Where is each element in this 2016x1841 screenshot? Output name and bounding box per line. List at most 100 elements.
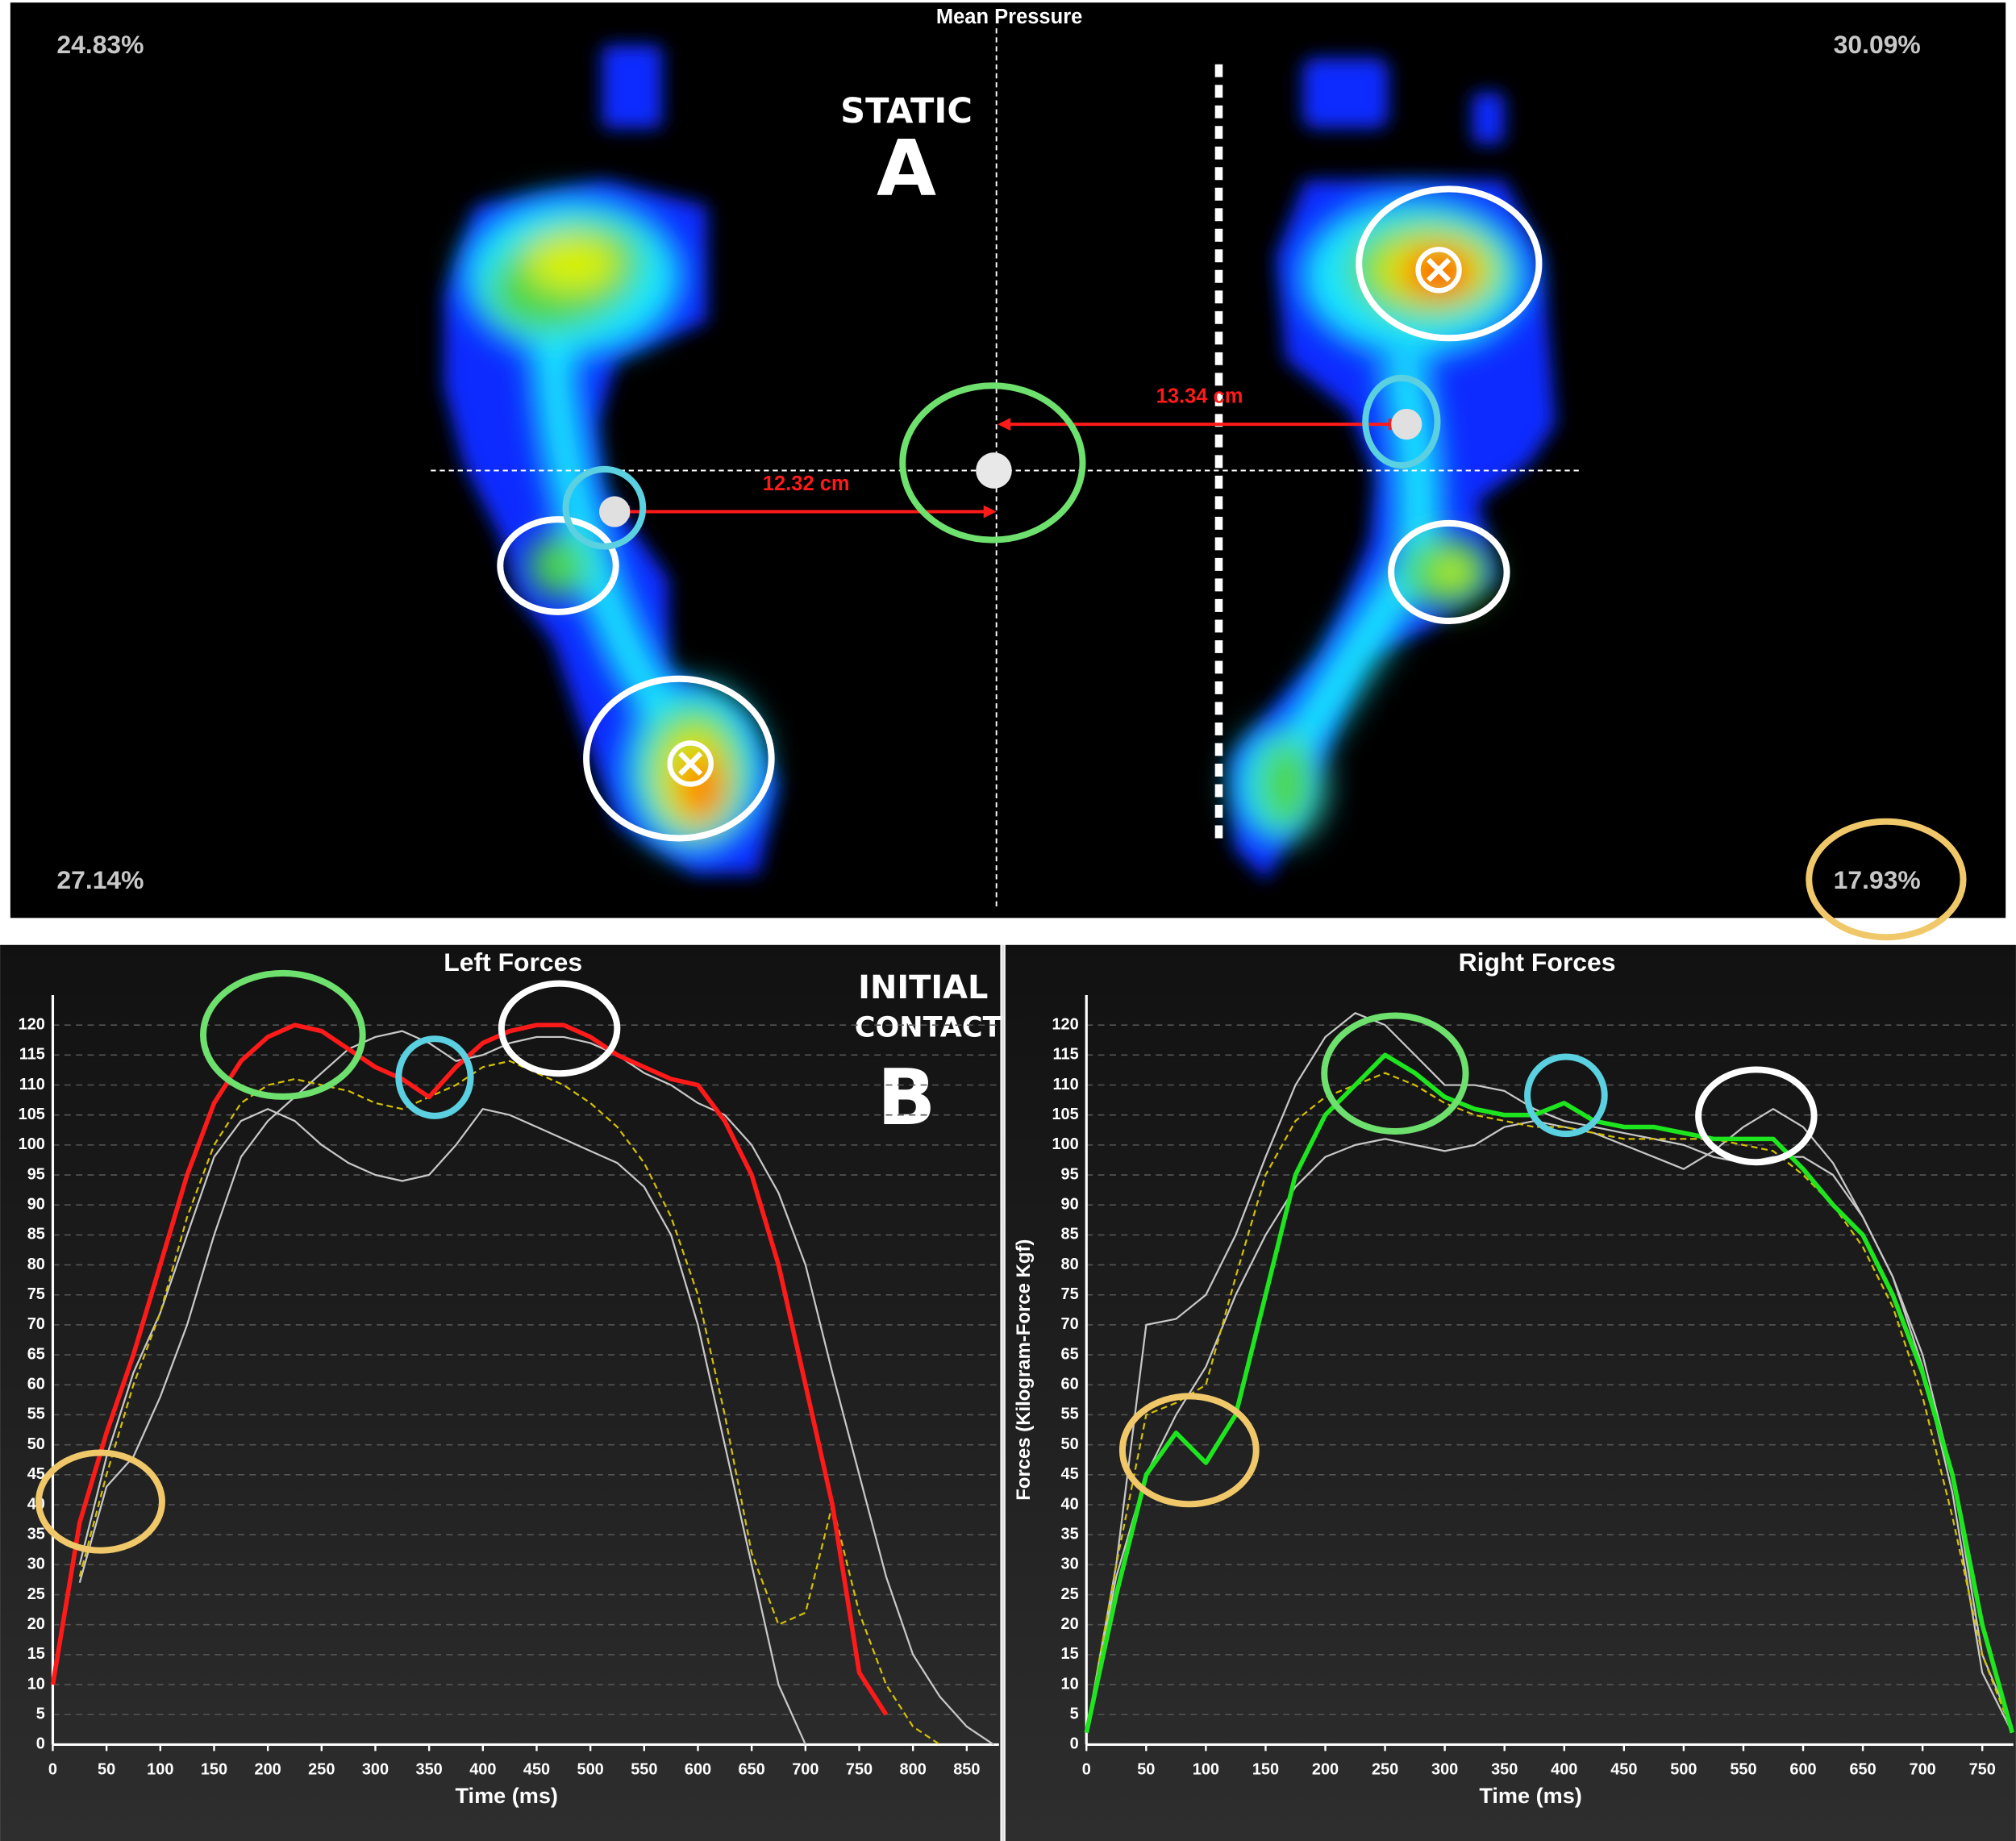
hand-annotations bbox=[35, 969, 1818, 1554]
chart-title: Left Forces bbox=[444, 948, 582, 977]
chart-title: Right Forces bbox=[1459, 948, 1616, 977]
y-tick-label: 105 bbox=[19, 1106, 45, 1123]
y-tick-label: 85 bbox=[27, 1226, 45, 1243]
x-tick-label: 0 bbox=[48, 1761, 57, 1779]
chart-panel bbox=[1005, 944, 2016, 1841]
y-tick-label: 80 bbox=[27, 1256, 45, 1273]
x-tick-label: 750 bbox=[1969, 1761, 1996, 1779]
quadrant-percent: 30.09% bbox=[1834, 30, 1921, 59]
y-tick-label: 75 bbox=[27, 1285, 45, 1303]
y-tick-label: 20 bbox=[27, 1615, 45, 1633]
quadrant-percent: 27.14% bbox=[56, 865, 144, 894]
y-tick-label: 65 bbox=[1061, 1345, 1079, 1363]
x-tick-label: 300 bbox=[362, 1761, 389, 1779]
y-tick-label: 10 bbox=[1061, 1675, 1079, 1693]
y-tick-label: 60 bbox=[1061, 1376, 1079, 1393]
hand-annotations bbox=[497, 185, 1967, 941]
y-tick-label: 25 bbox=[27, 1585, 45, 1603]
x-tick-label: 50 bbox=[1137, 1761, 1155, 1779]
series-line bbox=[78, 1060, 941, 1746]
y-tick-label: 35 bbox=[1061, 1525, 1079, 1543]
y-tick-label: 5 bbox=[36, 1706, 45, 1723]
chart-panel bbox=[0, 944, 1001, 1841]
right-foot-center bbox=[1391, 408, 1422, 440]
y-tick-label: 55 bbox=[27, 1406, 45, 1423]
x-tick-label: 500 bbox=[577, 1761, 604, 1779]
x-tick-label: 650 bbox=[1849, 1761, 1876, 1779]
annotation: INITIAL bbox=[858, 969, 988, 1006]
y-tick-label: 25 bbox=[1061, 1585, 1079, 1603]
series-line bbox=[50, 1023, 889, 1716]
y-tick-label: 70 bbox=[27, 1315, 45, 1333]
y-tick-label: 30 bbox=[27, 1556, 45, 1573]
y-tick-label: 10 bbox=[27, 1675, 45, 1693]
x-axis-label: Time (ms) bbox=[1479, 1783, 1581, 1808]
y-tick-label: 105 bbox=[1052, 1106, 1078, 1123]
section-letter: B bbox=[877, 1052, 936, 1143]
series-line bbox=[1085, 1012, 2014, 1733]
x-tick-label: 50 bbox=[98, 1761, 115, 1779]
y-tick-label: 115 bbox=[19, 1046, 45, 1064]
annotation: CONTACT bbox=[855, 1010, 1002, 1043]
y-tick-label: 15 bbox=[1061, 1645, 1079, 1663]
x-tick-label: 150 bbox=[1252, 1761, 1279, 1779]
x-tick-label: 450 bbox=[1610, 1761, 1637, 1779]
x-tick-label: 800 bbox=[900, 1761, 927, 1779]
section-label: STATIC bbox=[840, 91, 973, 131]
y-tick-label: 55 bbox=[1061, 1406, 1079, 1423]
y-tick-label: 110 bbox=[19, 1076, 45, 1093]
x-tick-label: 100 bbox=[147, 1761, 173, 1779]
y-tick-label: 80 bbox=[1061, 1256, 1079, 1273]
y-tick-label: 5 bbox=[1070, 1706, 1079, 1723]
panel-title: Mean Pressure bbox=[936, 6, 1082, 28]
y-tick-label: 95 bbox=[27, 1165, 45, 1183]
series-line bbox=[1085, 1108, 2014, 1734]
y-tick-label: 110 bbox=[1053, 1076, 1079, 1093]
x-tick-label: 350 bbox=[416, 1761, 443, 1779]
left-foot-center bbox=[599, 496, 631, 527]
y-tick-label: 120 bbox=[19, 1015, 45, 1033]
y-tick-label: 50 bbox=[1061, 1435, 1079, 1453]
y-tick-label: 45 bbox=[27, 1465, 45, 1483]
x-tick-label: 0 bbox=[1082, 1761, 1091, 1779]
series-line bbox=[78, 1108, 806, 1745]
distance-label: 12.32 cm bbox=[763, 473, 850, 495]
x-axis-label: Time (ms) bbox=[455, 1783, 557, 1808]
x-tick-label: 750 bbox=[846, 1761, 873, 1779]
series-line bbox=[1084, 1052, 2014, 1734]
y-tick-label: 85 bbox=[1061, 1226, 1079, 1243]
x-tick-label: 250 bbox=[1372, 1761, 1398, 1779]
x-tick-label: 100 bbox=[1193, 1761, 1219, 1779]
x-tick-label: 700 bbox=[1910, 1761, 1936, 1779]
y-tick-label: 35 bbox=[27, 1525, 45, 1543]
section-letter: A bbox=[877, 123, 936, 214]
y-tick-label: 45 bbox=[1061, 1465, 1079, 1483]
y-tick-label: 95 bbox=[1061, 1165, 1079, 1183]
y-tick-label: 120 bbox=[1052, 1015, 1078, 1033]
x-tick-label: 550 bbox=[1730, 1761, 1756, 1779]
y-tick-label: 115 bbox=[1053, 1046, 1079, 1064]
x-tick-label: 600 bbox=[1789, 1761, 1816, 1779]
y-axis-label: Forces (Kilogram-Force Kgf) bbox=[1013, 1239, 1035, 1501]
x-tick-label: 350 bbox=[1491, 1761, 1518, 1779]
y-tick-label: 0 bbox=[1070, 1735, 1079, 1753]
y-tick-label: 0 bbox=[36, 1735, 45, 1753]
x-tick-label: 700 bbox=[792, 1761, 818, 1779]
x-tick-label: 200 bbox=[1312, 1761, 1339, 1779]
x-tick-label: 850 bbox=[953, 1761, 980, 1779]
y-tick-label: 20 bbox=[1061, 1615, 1079, 1633]
x-tick-label: 500 bbox=[1670, 1761, 1697, 1779]
y-tick-label: 60 bbox=[27, 1376, 45, 1393]
x-tick-label: 550 bbox=[631, 1761, 657, 1779]
y-tick-label: 100 bbox=[19, 1135, 45, 1153]
x-tick-label: 650 bbox=[739, 1761, 765, 1779]
x-tick-label: 250 bbox=[308, 1761, 335, 1779]
y-tick-label: 50 bbox=[27, 1435, 45, 1453]
y-tick-label: 90 bbox=[1061, 1195, 1079, 1213]
x-tick-label: 300 bbox=[1431, 1761, 1458, 1779]
quadrant-percent: 17.93% bbox=[1834, 865, 1921, 894]
x-tick-label: 400 bbox=[1551, 1761, 1577, 1779]
left-foot-heatmap bbox=[444, 44, 778, 875]
x-tick-label: 400 bbox=[469, 1761, 496, 1779]
